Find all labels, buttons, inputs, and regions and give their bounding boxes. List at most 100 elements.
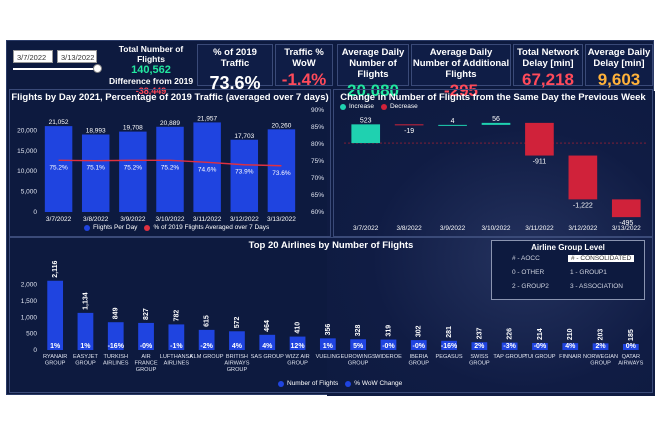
wow-data-label: 5% <box>353 343 364 350</box>
avg-additional-card: Average Daily Number of Additional Fligh… <box>411 44 511 100</box>
change-data-label: -1,222 <box>573 202 593 209</box>
change-title: Change in Number of Flights from the Sam… <box>340 92 646 103</box>
wow-data-label: 0% <box>626 343 637 350</box>
x-tick-label-line: GROUP <box>590 361 611 367</box>
airline-bar <box>319 338 336 350</box>
x-tick-label: LUFTHANSA AIRLINES <box>160 354 194 367</box>
x-tick-label: NORWEGIAN GROUP <box>583 354 618 367</box>
avg-daily-card: Average Daily Number of Flights 20,080 <box>337 44 409 100</box>
wow-data-label: 12% <box>291 343 306 350</box>
pct-2019-value: 73.6% <box>209 73 261 93</box>
x-tick-label-line: IBERIA <box>410 354 429 360</box>
x-tick-label: 3/9/2022 <box>120 216 146 223</box>
wow-data-label: 4% <box>565 343 576 350</box>
x-tick-label-line: SAS GROUP <box>251 354 285 360</box>
y-tick-label: 2,000 <box>21 282 38 289</box>
x-tick-label: 3/11/2022 <box>525 225 554 232</box>
avg-delay-card: Average Daily Delay [min] 9,603 <box>585 44 653 89</box>
wow-data-label: -2% <box>200 343 213 350</box>
wow-data-label: 4% <box>232 343 243 350</box>
option-group1[interactable]: 1 - GROUP1 <box>570 269 607 276</box>
x-tick-label: 3/7/2022 <box>46 216 72 223</box>
x-tick-label: 3/13/2022 <box>267 216 296 223</box>
flights-by-day-chart: 0 5,000 10,000 15,000 20,000 60% 65% 70% 75% 80% 8… <box>17 107 324 223</box>
date-slider-track[interactable] <box>13 68 97 70</box>
airline-data-label: 356 <box>325 324 332 336</box>
x-tick-label: 3/10/2022 <box>156 216 185 223</box>
wow-data-label: 1% <box>50 343 61 350</box>
airline-bar <box>138 322 154 350</box>
airline-data-label: 410 <box>295 322 302 334</box>
x-tick-label-line: EASYJET <box>73 354 98 360</box>
flights-by-day-legend: Flights Per Day % of 2019 Flights Averag… <box>84 224 269 231</box>
legend-decrease: Decrease <box>389 103 418 110</box>
net-delay-card: Total Network Delay [min] 67,218 <box>513 44 583 89</box>
wow-value: -1.4% <box>281 70 327 89</box>
x-tick-label: VUELING <box>316 354 341 360</box>
airline-data-label: 572 <box>234 316 241 328</box>
x-tick-label: 3/12/2022 <box>568 225 597 232</box>
option-association[interactable]: 3 - ASSOCIATION <box>570 283 623 290</box>
legend-dot-flights <box>84 224 90 231</box>
x-tick-label-line: AIR <box>141 354 150 360</box>
x-tick-label-line: FRANCE <box>135 361 158 367</box>
legend-dot-wow-change <box>345 380 352 387</box>
airline-bar <box>410 340 427 350</box>
option-aocc[interactable]: # - AOCC <box>512 255 540 262</box>
x-tick-label-line: GROUP <box>45 361 66 367</box>
x-tick-label-line: LUFTHANSA <box>160 354 194 360</box>
x-tick-label-line: TUI GROUP <box>524 354 555 360</box>
airline-group-slicer: Airline Group Level # - AOCC # - CONSOLI… <box>491 240 645 300</box>
y-tick-label: 0 <box>33 209 37 216</box>
flight-bar <box>119 131 147 212</box>
decrease-bar <box>525 122 554 156</box>
avg-daily-label: Average Daily Number of Flights <box>341 47 405 80</box>
bar-data-label: 18,993 <box>86 128 106 135</box>
wow-data-label: -1% <box>170 343 183 350</box>
pct-data-label: 75.2% <box>49 164 68 171</box>
x-tick-label-line: GROUP <box>408 361 429 367</box>
change-panel: Change in Number of Flights from the Sam… <box>333 89 653 237</box>
x-tick-label-line: GROUP <box>287 361 308 367</box>
y-tick-label: 15,000 <box>17 148 37 155</box>
x-tick-label: SWISS GROUP <box>469 354 490 367</box>
x-tick-label-line: AIRWAYS <box>618 361 643 367</box>
bar-data-label: 21,957 <box>197 115 217 122</box>
y-tick-label: 20,000 <box>17 127 37 134</box>
total-flights-label: Total Number of Flights <box>118 44 184 64</box>
flight-bar <box>230 139 259 212</box>
x-tick-label-line: TAP GROUP <box>493 354 526 360</box>
wow-data-label: -16% <box>108 343 125 350</box>
increase-bar <box>351 124 381 144</box>
legend-dot-number-flights <box>278 380 284 387</box>
y-tick-label: 5,000 <box>21 189 38 196</box>
date-slider-handle[interactable] <box>93 64 102 73</box>
airline-bar <box>168 324 185 350</box>
option-other[interactable]: 0 - OTHER <box>512 269 545 276</box>
start-date-input[interactable]: 3/7/2022 <box>13 50 53 63</box>
airline-bar <box>77 312 94 350</box>
x-tick-label: PEGASUS <box>436 354 463 360</box>
option-consolidated[interactable]: # - CONSOLIDATED <box>568 255 635 262</box>
x-tick-label: TAP GROUP <box>493 354 526 360</box>
increase-bar <box>481 122 511 125</box>
wow-data-label: -0% <box>140 343 153 350</box>
end-date-input[interactable]: 3/13/2022 <box>57 50 97 63</box>
avg-delay-value: 9,603 <box>597 70 641 89</box>
avg-additional-value: -295 <box>443 81 479 100</box>
pct-data-label: 75.2% <box>124 164 143 171</box>
flight-bar <box>81 134 110 212</box>
x-tick-label: QATAR AIRWAYS <box>618 354 643 367</box>
y2-tick-label: 80% <box>311 141 324 148</box>
change-data-label: 4 <box>451 118 455 125</box>
airline-data-label: 849 <box>113 307 120 319</box>
option-group2[interactable]: 2 - GROUP2 <box>512 283 549 290</box>
airline-data-label: 203 <box>598 329 605 341</box>
x-tick-label: FINNAIR <box>559 354 581 360</box>
y2-tick-label: 65% <box>311 192 324 199</box>
x-tick-label-line: PEGASUS <box>436 354 463 360</box>
flight-bar <box>267 129 296 212</box>
x-tick-label: 3/12/2022 <box>230 216 259 223</box>
airline-bar <box>198 329 215 350</box>
